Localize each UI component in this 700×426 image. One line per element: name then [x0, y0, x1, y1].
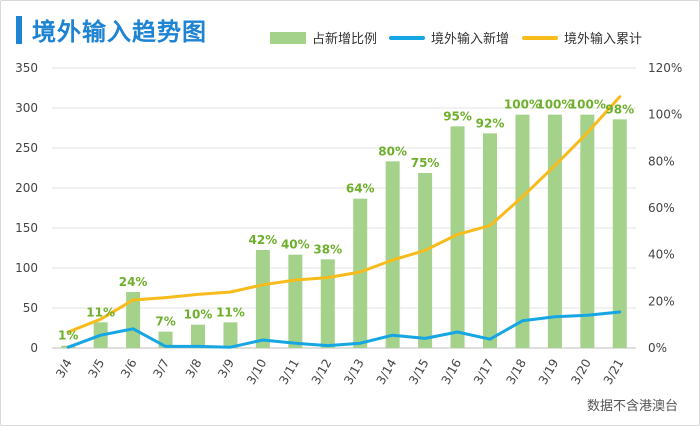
y-right-tick-label: 40%	[648, 248, 675, 262]
bar	[547, 114, 562, 349]
bar	[450, 126, 465, 348]
legend-swatch-ratio	[270, 31, 306, 44]
x-tick-label: 3/12	[309, 357, 335, 387]
bar-data-label: 95%	[443, 109, 472, 123]
bar-data-label: 10%	[184, 308, 213, 322]
bar-data-label: 80%	[378, 144, 407, 158]
bar-data-label: 92%	[476, 116, 505, 130]
y-right-tick-label: 120%	[648, 61, 682, 75]
footnote: 数据不含港澳台	[586, 399, 678, 414]
cumulative-line	[66, 95, 622, 334]
bar	[288, 254, 303, 348]
x-tick-label: 3/16	[439, 357, 465, 387]
x-tick-label: 3/14	[374, 357, 400, 387]
bar-data-label: 7%	[155, 315, 175, 329]
y-right-tick-label: 80%	[648, 154, 675, 168]
y-left-tick-label: 200	[15, 181, 38, 195]
x-tick-label: 3/15	[406, 357, 432, 387]
y-right-tick-label: 0%	[648, 341, 667, 355]
bar	[223, 322, 238, 348]
bar	[255, 250, 270, 348]
legend-item-ratio: 占新增比例	[270, 28, 377, 47]
bar	[320, 259, 335, 348]
bar-data-label: 98%	[605, 102, 634, 116]
y-left-tick-label: 350	[15, 61, 38, 75]
x-tick-label: 3/7	[150, 357, 172, 381]
x-tick-label: 3/20	[568, 357, 594, 387]
bar-data-label: 64%	[346, 182, 375, 196]
y-left-tick-label: 50	[23, 301, 38, 315]
y-right-tick-label: 60%	[648, 201, 675, 215]
y-left-tick-label: 300	[15, 101, 38, 115]
bar	[515, 114, 530, 349]
x-tick-label: 3/9	[215, 357, 237, 381]
x-tick-label: 3/13	[341, 357, 367, 387]
x-tick-label: 3/11	[276, 357, 302, 387]
bar-data-label: 75%	[411, 156, 440, 170]
bar	[580, 114, 595, 349]
bar	[385, 161, 400, 348]
bar-data-label: 42%	[249, 233, 278, 247]
x-tick-label: 3/5	[85, 357, 107, 381]
x-tick-label: 3/17	[471, 357, 497, 387]
legend-item-cumulative: 境外输入累计	[522, 28, 642, 47]
bar	[483, 133, 497, 348]
y-left-tick-label: 150	[15, 221, 38, 235]
x-tick-label: 3/18	[503, 357, 529, 387]
bar-data-label: 11%	[86, 305, 115, 319]
x-tick-label: 3/10	[244, 357, 270, 387]
new-cases-line	[66, 310, 622, 349]
bar-data-label: 100%	[504, 98, 541, 112]
bar-data-label: 40%	[281, 238, 310, 252]
bar	[612, 119, 627, 348]
legend-label-new: 境外输入新增	[431, 32, 510, 47]
x-tick-label: 3/21	[601, 357, 627, 387]
y-right-tick-label: 20%	[648, 294, 675, 308]
x-tick-label: 3/6	[118, 357, 140, 381]
bar-data-label: 100%	[536, 98, 573, 112]
x-tick-label: 3/8	[183, 357, 205, 381]
bar	[126, 292, 141, 348]
y-left-tick-label: 100	[15, 261, 38, 275]
bar	[191, 324, 205, 348]
legend-swatch-new	[389, 35, 425, 40]
title-accent-bar	[16, 16, 22, 44]
legend-item-new: 境外输入新增	[389, 28, 509, 47]
chart-title: 境外输入趋势图	[32, 18, 207, 46]
bar-data-label: 24%	[119, 275, 148, 289]
legend-label-ratio: 占新增比例	[312, 32, 378, 47]
legend-label-cumulative: 境外输入累计	[564, 32, 643, 47]
legend-swatch-cumulative	[522, 35, 558, 40]
bar-data-label: 11%	[216, 305, 245, 319]
bar-data-label: 1%	[58, 329, 78, 343]
y-left-tick-label: 0	[30, 341, 38, 355]
x-tick-label: 3/4	[53, 357, 75, 381]
y-right-tick-label: 100%	[648, 108, 682, 122]
bar-data-label: 100%	[569, 98, 606, 112]
bar-data-label: 38%	[313, 242, 342, 256]
bar	[418, 173, 433, 348]
x-tick-label: 3/19	[536, 357, 562, 387]
y-left-tick-label: 250	[15, 141, 38, 155]
